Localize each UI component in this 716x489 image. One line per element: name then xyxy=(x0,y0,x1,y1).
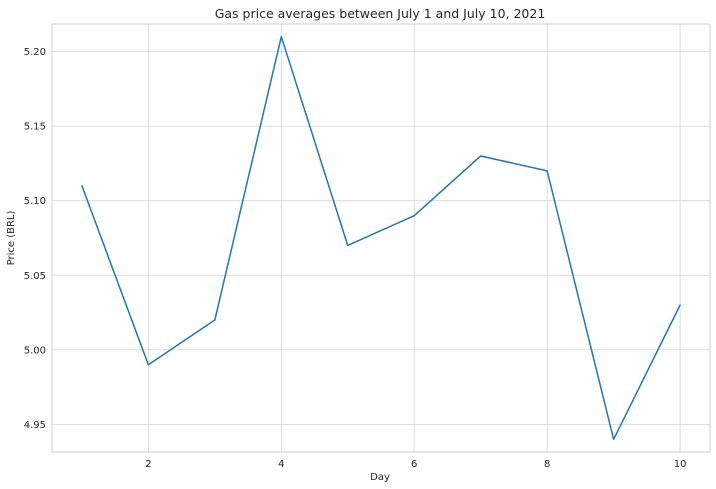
y-tick-label: 5.10 xyxy=(24,196,46,207)
plot-area-frame xyxy=(51,23,711,453)
x-tick-label: 4 xyxy=(278,459,284,470)
y-gridlines xyxy=(52,51,710,425)
x-tick-label: 2 xyxy=(145,459,151,470)
y-tick-labels: 4.95 5.00 5.05 5.10 5.15 5.20 xyxy=(24,47,46,431)
x-tick-labels: 2 4 6 8 10 xyxy=(145,459,686,470)
series-layer xyxy=(81,35,681,441)
y-tick-label: 5.05 xyxy=(24,271,46,282)
x-axis-label: Day xyxy=(370,472,390,483)
chart-title: Gas price averages between July 1 and Ju… xyxy=(215,6,546,21)
x-tick-label: 8 xyxy=(544,459,550,470)
y-tick-label: 5.00 xyxy=(24,345,46,356)
x-tick-label: 6 xyxy=(411,459,417,470)
series-line xyxy=(81,35,681,441)
x-gridlines xyxy=(147,24,681,452)
y-tick-label: 5.20 xyxy=(24,47,46,58)
y-tick-label: 5.15 xyxy=(24,122,46,133)
x-tick-label: 10 xyxy=(674,459,687,470)
y-axis-label: Price (BRL) xyxy=(6,211,17,266)
y-tick-label: 4.95 xyxy=(24,420,46,431)
